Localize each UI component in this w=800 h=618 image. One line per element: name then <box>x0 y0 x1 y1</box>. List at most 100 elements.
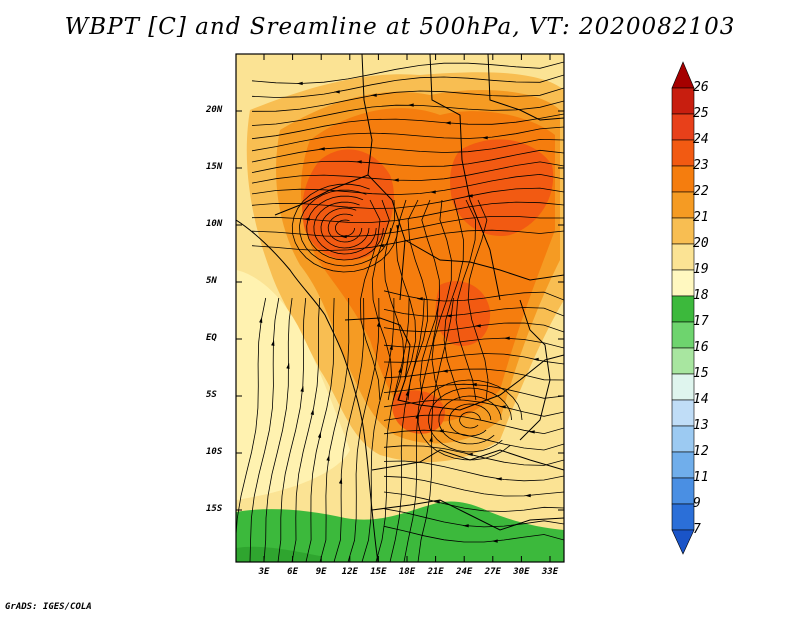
streamline-arrow <box>296 81 303 86</box>
streamline-arrow <box>405 389 409 396</box>
colorbar-label: 21 <box>693 210 709 225</box>
streamline-arrow <box>259 316 263 323</box>
colorbar-label: 22 <box>693 184 709 199</box>
streamline <box>277 297 307 562</box>
lon-tick-label: 9E <box>315 567 327 577</box>
colorbar-segment <box>671 269 695 297</box>
streamline <box>319 297 350 562</box>
streamline-arrow <box>524 493 531 498</box>
streamline <box>251 113 564 140</box>
streamline-arrow <box>495 477 502 481</box>
streamline-arrow <box>429 435 433 442</box>
streamline-arrow <box>481 136 488 140</box>
colorbar-label: 7 <box>693 522 701 537</box>
streamline-arrow <box>466 194 473 198</box>
streamline <box>383 525 564 543</box>
colorbar-bottom-arrow <box>671 529 695 555</box>
country-borders <box>236 54 564 562</box>
streamline-arrow <box>271 339 275 346</box>
streamline <box>359 199 381 401</box>
streamline <box>443 199 464 401</box>
streamline-arrow <box>503 336 510 340</box>
streamline-arrow <box>338 477 343 484</box>
chart-title: WBPT [C] and Sreamline at 500hPa, VT: 20… <box>64 14 736 40</box>
colorbar-label: 17 <box>693 314 709 329</box>
colorbar-label: 26 <box>693 80 709 95</box>
lat-tick-label: 10S <box>206 447 223 457</box>
colorbar-label: 18 <box>693 288 709 303</box>
colorbar-segment <box>671 243 695 271</box>
streamline <box>383 460 564 482</box>
colorbar-segment <box>671 347 695 375</box>
colorbar-segment <box>671 373 695 401</box>
lat-tick-label: 5S <box>206 390 217 400</box>
streamline <box>383 508 564 528</box>
streamline-arrow <box>433 500 440 504</box>
streamline-arrow <box>491 539 498 543</box>
streamline-arrow <box>317 431 322 438</box>
colorbar-label: 15 <box>693 366 709 381</box>
lon-tick-label: 3E <box>258 567 270 577</box>
streamline <box>448 403 492 437</box>
colorbar-label: 11 <box>693 470 709 485</box>
streamline <box>438 395 502 445</box>
lon-tick-label: 21E <box>427 567 444 577</box>
lat-tick-label: EQ <box>206 333 217 343</box>
colorbar-label: 12 <box>693 444 709 459</box>
lat-tick-label: 10N <box>206 219 223 229</box>
streamlines <box>236 61 564 562</box>
temperature-field <box>236 54 564 562</box>
streamline <box>251 173 564 196</box>
streamline <box>383 429 564 451</box>
streamline <box>251 74 564 98</box>
colorbar-segment <box>671 451 695 479</box>
streamline <box>334 219 355 237</box>
colorbar-label: 24 <box>693 132 709 147</box>
streamline <box>389 297 425 562</box>
footer-credit: GrADS: IGES/COLA <box>5 602 92 612</box>
lat-tick-label: 15N <box>206 162 223 172</box>
streamline <box>383 475 564 497</box>
streamline <box>251 216 564 238</box>
streamline-arrow <box>441 369 448 373</box>
map-frame <box>235 53 565 563</box>
lon-tick-label: 6E <box>287 567 299 577</box>
streamline-arrow <box>355 160 362 164</box>
streamline <box>306 195 384 261</box>
streamline <box>403 297 440 562</box>
lon-tick-label: 12E <box>341 567 358 577</box>
streamline <box>251 201 564 223</box>
colorbar <box>671 61 695 555</box>
streamline <box>251 87 564 112</box>
streamline <box>383 199 405 401</box>
lat-tick-label: 15S <box>206 504 223 514</box>
colorbar-label: 19 <box>693 262 709 277</box>
streamline <box>371 199 393 401</box>
colorbar-label: 25 <box>693 106 709 121</box>
streamline-arrow <box>445 314 452 318</box>
streamline <box>251 229 564 252</box>
streamline <box>305 297 335 562</box>
lon-tick-label: 18E <box>398 567 416 577</box>
colorbar-label: 13 <box>693 418 709 433</box>
colorbar-segment <box>671 295 695 323</box>
streamline <box>251 187 564 209</box>
streamline <box>251 126 564 152</box>
colorbar-top-arrow <box>671 61 695 89</box>
streamline <box>383 290 564 302</box>
streamline <box>251 100 564 126</box>
colorbar-segment <box>671 217 695 245</box>
streamline <box>459 411 481 429</box>
streamline <box>313 201 377 255</box>
streamline <box>251 61 564 84</box>
colorbar-segment <box>671 139 695 167</box>
streamline <box>383 368 564 381</box>
streamline <box>428 387 512 453</box>
streamline <box>251 149 564 173</box>
lat-tick-label: 5N <box>206 276 217 286</box>
colorbar-label: 23 <box>693 158 709 173</box>
streamline-arrow <box>286 362 290 369</box>
colorbar-segment <box>671 321 695 349</box>
axis-ticks <box>236 54 564 562</box>
streamline-arrow <box>466 452 473 456</box>
